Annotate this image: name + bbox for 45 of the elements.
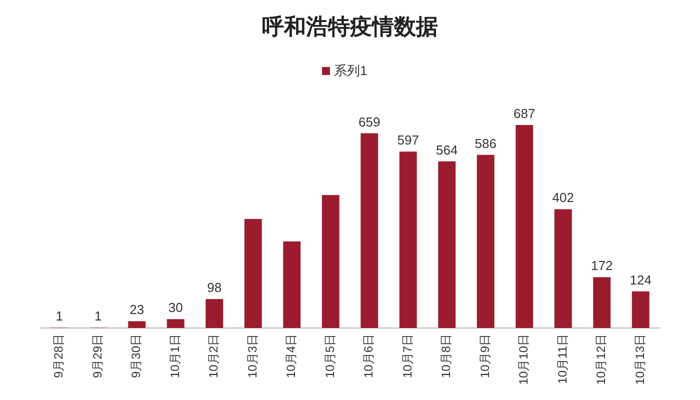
data-label: 402 [552,190,574,206]
x-tick-label: 9月29日 [90,334,104,378]
data-label: 659 [358,114,380,130]
chart-title: 呼和浩特疫情数据 [262,14,438,39]
data-label: 564 [436,142,458,158]
bar [554,209,572,328]
bar [206,299,224,328]
x-tick-label: 10月11日 [555,334,570,384]
x-tick-label: 10月10日 [516,334,531,385]
bar [399,152,417,328]
bar [128,321,146,328]
bar [476,154,494,328]
x-tick-label: 10月13日 [632,334,647,385]
bar [244,218,262,328]
data-label: 586 [474,136,496,151]
bar [322,195,340,328]
bar [283,241,301,328]
data-label: 172 [591,258,613,274]
bar [438,161,456,328]
bar [593,277,611,328]
x-tick-label: 10月9日 [478,334,492,378]
bar [360,133,378,328]
data-label: 687 [514,106,536,121]
data-label: 23 [130,302,144,318]
bar [166,319,184,328]
legend-label: 系列1 [334,63,368,78]
x-tick-label: 10月12日 [594,334,608,385]
x-tick-label: 9月28日 [52,334,66,378]
bar [632,291,650,328]
bar [516,125,534,328]
x-tick-label: 10月6日 [362,334,376,378]
data-label: 30 [168,300,183,316]
x-tick-label: 10月5日 [322,334,337,378]
x-tick-label: 10月4日 [284,334,298,378]
data-label: 124 [630,272,652,288]
data-label: 98 [207,280,222,296]
x-tick-label: 10月3日 [245,334,260,378]
data-label: 1 [56,308,63,324]
x-tick-label: 10月1日 [168,334,182,378]
x-tick-label: 10月8日 [439,334,454,378]
x-tick-label: 10月7日 [400,334,414,378]
data-label: 597 [397,132,419,148]
data-label: 1 [94,308,102,324]
x-tick-label: 9月30日 [129,334,144,378]
x-tick-label: 10月2日 [206,334,221,378]
